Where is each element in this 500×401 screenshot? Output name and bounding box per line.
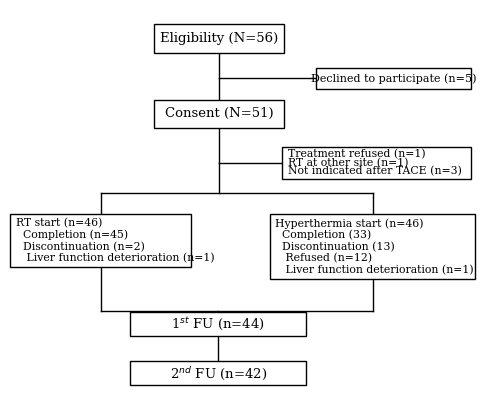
Text: 1$^{st}$ FU (n=44): 1$^{st}$ FU (n=44) bbox=[171, 316, 265, 332]
Text: RT start (n=46): RT start (n=46) bbox=[16, 218, 102, 229]
Text: Consent (N=51): Consent (N=51) bbox=[165, 107, 274, 120]
FancyBboxPatch shape bbox=[270, 214, 476, 279]
FancyBboxPatch shape bbox=[282, 147, 470, 179]
FancyBboxPatch shape bbox=[130, 312, 306, 336]
FancyBboxPatch shape bbox=[316, 68, 470, 89]
FancyBboxPatch shape bbox=[10, 214, 191, 267]
Text: Completion (n=45): Completion (n=45) bbox=[16, 230, 128, 240]
Text: Refused (n=12): Refused (n=12) bbox=[276, 253, 372, 263]
Text: Hyperthermia start (n=46): Hyperthermia start (n=46) bbox=[276, 218, 424, 229]
Text: Eligibility (N=56): Eligibility (N=56) bbox=[160, 32, 278, 45]
Text: Discontinuation (13): Discontinuation (13) bbox=[276, 241, 395, 252]
FancyBboxPatch shape bbox=[154, 24, 284, 53]
FancyBboxPatch shape bbox=[130, 361, 306, 385]
Text: Liver function deterioration (n=1): Liver function deterioration (n=1) bbox=[276, 265, 474, 275]
Text: 2$^{nd}$ FU (n=42): 2$^{nd}$ FU (n=42) bbox=[170, 365, 267, 381]
Text: RT at other site (n=1): RT at other site (n=1) bbox=[288, 158, 408, 168]
Text: Liver function deterioration (n=1): Liver function deterioration (n=1) bbox=[16, 253, 214, 263]
Text: Declined to participate (n=5): Declined to participate (n=5) bbox=[310, 73, 476, 83]
Text: Not indicated after TACE (n=3): Not indicated after TACE (n=3) bbox=[288, 166, 462, 176]
Text: Completion (33): Completion (33) bbox=[276, 230, 372, 240]
Text: Discontinuation (n=2): Discontinuation (n=2) bbox=[16, 241, 144, 252]
Text: Treatment refused (n=1): Treatment refused (n=1) bbox=[288, 149, 426, 159]
FancyBboxPatch shape bbox=[154, 99, 284, 128]
